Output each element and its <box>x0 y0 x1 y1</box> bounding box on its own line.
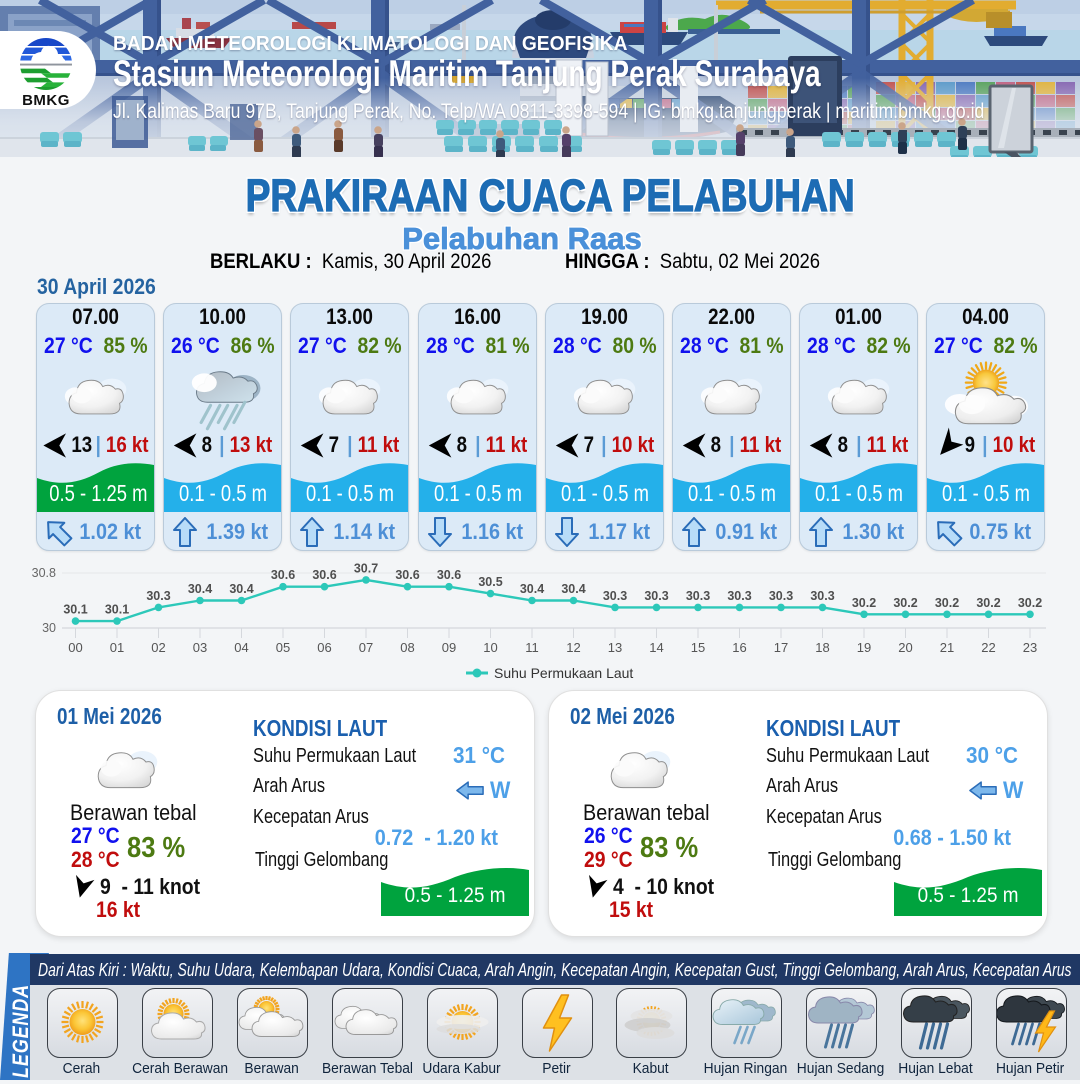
svg-text:16: 16 <box>732 640 746 655</box>
svg-text:30.4: 30.4 <box>561 582 585 596</box>
svg-text:07: 07 <box>359 640 373 655</box>
svg-text:22: 22 <box>981 640 995 655</box>
svg-text:23: 23 <box>1023 640 1037 655</box>
svg-text:30.4: 30.4 <box>188 582 212 596</box>
svg-text:10: 10 <box>483 640 497 655</box>
svg-text:08: 08 <box>400 640 414 655</box>
svg-text:30.2: 30.2 <box>976 596 1000 610</box>
svg-text:06: 06 <box>317 640 331 655</box>
svg-text:19: 19 <box>857 640 871 655</box>
svg-text:30.2: 30.2 <box>893 596 917 610</box>
svg-text:30.4: 30.4 <box>229 582 253 596</box>
svg-text:01: 01 <box>110 640 124 655</box>
svg-text:30.3: 30.3 <box>146 589 170 603</box>
svg-text:Suhu Permukaan Laut: Suhu Permukaan Laut <box>494 665 633 681</box>
svg-text:30.1: 30.1 <box>63 603 87 617</box>
svg-text:30.4: 30.4 <box>520 582 544 596</box>
svg-text:00: 00 <box>68 640 82 655</box>
svg-text:30.6: 30.6 <box>437 568 461 582</box>
svg-text:30.2: 30.2 <box>852 596 876 610</box>
svg-text:20: 20 <box>898 640 912 655</box>
svg-text:30.6: 30.6 <box>271 568 295 582</box>
svg-text:14: 14 <box>649 640 663 655</box>
svg-text:21: 21 <box>940 640 954 655</box>
svg-text:30.3: 30.3 <box>810 589 834 603</box>
svg-text:13: 13 <box>608 640 622 655</box>
svg-text:30.3: 30.3 <box>644 589 668 603</box>
svg-text:05: 05 <box>276 640 290 655</box>
svg-text:30.1: 30.1 <box>105 603 129 617</box>
svg-text:03: 03 <box>193 640 207 655</box>
svg-text:30.2: 30.2 <box>1018 596 1042 610</box>
svg-text:30.5: 30.5 <box>478 575 502 589</box>
svg-text:30.2: 30.2 <box>935 596 959 610</box>
svg-text:04: 04 <box>234 640 248 655</box>
svg-text:30.8: 30.8 <box>32 566 56 580</box>
svg-text:30.3: 30.3 <box>603 589 627 603</box>
svg-text:30.3: 30.3 <box>686 589 710 603</box>
svg-text:15: 15 <box>691 640 705 655</box>
svg-text:02: 02 <box>151 640 165 655</box>
svg-text:30.6: 30.6 <box>312 568 336 582</box>
svg-text:30.6: 30.6 <box>395 568 419 582</box>
svg-text:12: 12 <box>566 640 580 655</box>
svg-text:18: 18 <box>815 640 829 655</box>
svg-text:11: 11 <box>525 640 539 655</box>
svg-text:30.3: 30.3 <box>769 589 793 603</box>
svg-text:30: 30 <box>42 621 56 635</box>
svg-text:09: 09 <box>442 640 456 655</box>
svg-text:30.3: 30.3 <box>727 589 751 603</box>
svg-text:17: 17 <box>774 640 788 655</box>
svg-text:30.7: 30.7 <box>354 561 378 575</box>
